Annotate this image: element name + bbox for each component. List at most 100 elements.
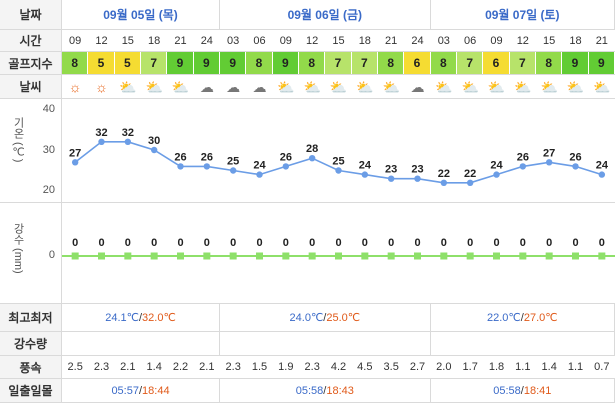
rain-point xyxy=(282,252,290,260)
temperature-point xyxy=(545,159,553,166)
rain-axis-title: 강수 (mm) xyxy=(12,223,24,274)
wind-row: 풍속 2.5 2.3 2.1 1.4 2.2 2.1 2.3 1.5 1.9 2.3 4.2 4.5 3… xyxy=(0,356,615,379)
rain-point xyxy=(256,252,263,260)
date-row: 날짜 09월 05일 (목) 09월 06일 (금) 09월 07일 (토) xyxy=(0,0,615,30)
rain-label: 0 xyxy=(572,237,578,249)
temperature-plot: 27 32 32 30 26 26 25 24 26 28 25 24 23 23 22 22 24 26 27 26… xyxy=(69,127,609,186)
temperature-label: 26 xyxy=(174,151,186,163)
temp-high: 25.0℃ xyxy=(326,312,361,324)
sun-icon: ☼ xyxy=(68,78,82,95)
weather-label: 날씨 xyxy=(0,75,62,98)
temperature-axis: 기온 (℃) 40 30 20 xyxy=(0,99,62,202)
day-minmax: 22.0℃/27.0℃ xyxy=(431,304,615,331)
cloud-sun-icon: ⛅ xyxy=(540,78,558,95)
golf-index-cell: 9 xyxy=(272,52,299,74)
wind-cell: 1.9 xyxy=(278,361,294,373)
cloud-sun-icon: ⛅ xyxy=(566,78,585,95)
temperature-point xyxy=(203,163,211,170)
temperature-point xyxy=(256,171,263,178)
rain-point xyxy=(414,252,421,260)
golf-index-cell: 7 xyxy=(457,52,484,74)
golf-index-cell: 8 xyxy=(378,52,405,74)
wind-cell: 3.5 xyxy=(383,361,399,373)
cloud-sun-icon: ⛅ xyxy=(277,78,295,95)
weather-cell: ⛅ xyxy=(457,75,483,98)
time-cell: 12 xyxy=(516,34,529,47)
golf-index-cell: 8 xyxy=(536,52,563,74)
golf-index-cell: 9 xyxy=(588,52,615,74)
temperature-point xyxy=(308,155,316,162)
temperature-label: 24 xyxy=(490,160,503,172)
temp-low: 22.0℃ xyxy=(487,312,521,324)
temperature-point xyxy=(177,163,184,170)
day-rain xyxy=(220,332,431,355)
rain-label: 0 xyxy=(414,237,420,249)
rain-point xyxy=(150,252,158,260)
rain-tick: 0 xyxy=(48,249,55,261)
rain-label: 0 xyxy=(362,237,368,249)
wind-cell: 2.1 xyxy=(120,361,136,373)
rain-axis: 강수 (mm) 0 xyxy=(0,203,62,303)
golf-index-cell: 9 xyxy=(167,52,194,74)
wind-cell: 1.7 xyxy=(462,361,478,373)
wind-cell: 2.1 xyxy=(199,361,215,373)
cloud-icon: ☁ xyxy=(410,78,425,95)
time-cell: 12 xyxy=(95,34,108,47)
temperature-point xyxy=(387,175,395,182)
rain-amount-row: 강수량 xyxy=(0,332,615,356)
rain-point xyxy=(361,252,369,260)
temperature-point xyxy=(98,138,105,145)
time-cell: 21 xyxy=(174,34,187,47)
weather-row: 날씨 ☼ ☼ ⛅ ⛅ ⛅ ☁ ☁ ☁ ⛅ ⛅ ⛅ ⛅ ⛅ ☁ ⛅ ⛅ ⛅ ⛅ ⛅ ⛅ ⛅ xyxy=(0,75,615,99)
rain-point xyxy=(308,252,316,260)
temperature-label: 27 xyxy=(543,147,555,159)
cloud-sun-icon: ⛅ xyxy=(593,78,611,95)
rain-label: 0 xyxy=(151,237,157,249)
rain-point xyxy=(71,252,79,260)
rain-point xyxy=(203,252,211,260)
cloud-sun-icon: ⛅ xyxy=(514,78,532,95)
rain-label: 0 xyxy=(546,237,552,249)
time-cell: 18 xyxy=(358,34,371,47)
temperature-label: 32 xyxy=(95,127,107,139)
temp-low: 24.0℃ xyxy=(289,312,324,324)
wind-cell: 2.3 xyxy=(225,361,241,373)
wind-cell: 1.4 xyxy=(541,361,557,373)
temperature-label: 30 xyxy=(148,135,160,147)
cloud-sun-icon: ⛅ xyxy=(303,78,321,95)
rain-label: 0 xyxy=(98,237,104,249)
sun-icon: ☼ xyxy=(95,78,108,95)
rain-label: 0 xyxy=(230,237,236,249)
time-cell: 18 xyxy=(148,34,161,47)
time-cell: 09 xyxy=(490,34,503,47)
rain-point xyxy=(519,252,527,260)
golf-index-cell: 8 xyxy=(430,52,457,74)
temperature-point xyxy=(361,171,369,178)
weather-cell: ☼ xyxy=(88,75,114,98)
rain-label: 0 xyxy=(125,237,131,249)
temperature-chart: 기온 (℃) 40 30 20 27 32 32 30 26 26 25 24 26 28 25 24… xyxy=(0,99,615,203)
weather-cell: ☁ xyxy=(220,75,246,98)
time-cell: 12 xyxy=(306,34,319,47)
temp-tick: 20 xyxy=(42,184,55,196)
date-label: 날짜 xyxy=(0,0,62,29)
temperature-label: 26 xyxy=(201,151,213,163)
cloud-sun-icon: ⛅ xyxy=(435,78,453,95)
wind-cell: 1.8 xyxy=(488,361,505,373)
minmax-row: 최고최저 24.1℃/32.0℃ 24.0℃/25.0℃ 22.0℃/27.0℃ xyxy=(0,304,615,332)
temperature-point xyxy=(282,163,290,170)
cloud-sun-icon: ⛅ xyxy=(461,78,479,95)
time-cell: 09 xyxy=(69,34,82,47)
cloud-icon: ☁ xyxy=(226,78,241,95)
golf-index-cell: 7 xyxy=(351,52,378,74)
day-rain xyxy=(62,332,220,355)
golf-index-cell: 8 xyxy=(299,52,326,74)
time-cell: 06 xyxy=(253,34,266,47)
wind-cell: 2.2 xyxy=(172,361,189,373)
day-sun-times: 05:58/18:43 xyxy=(220,379,431,402)
golf-index-cell: 9 xyxy=(220,52,247,74)
temperature-point xyxy=(466,179,474,186)
cloud-icon: ☁ xyxy=(199,78,214,95)
temperature-label: 24 xyxy=(596,160,609,172)
